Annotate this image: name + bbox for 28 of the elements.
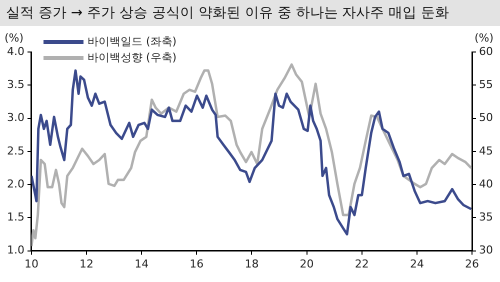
- x-tick-label: 24: [410, 257, 424, 270]
- y2-tick-label: 55: [479, 78, 494, 91]
- y-tick-label: 1.5: [6, 210, 24, 224]
- x-tick-label: 22: [354, 257, 369, 270]
- y2-axis-title: (%): [474, 31, 494, 44]
- y-axis-title: (%): [4, 31, 24, 44]
- y2-tick-label: 50: [479, 111, 494, 124]
- legend-label: 바이백성향 (우축): [87, 50, 177, 64]
- y-tick-label: 3.0: [6, 111, 24, 124]
- y-tick-label: 1.0: [6, 244, 24, 257]
- legend-label: 바이백일드 (좌축): [87, 34, 177, 48]
- y2-tick-label: 60: [479, 44, 494, 58]
- x-tick-label: 18: [244, 257, 259, 270]
- x-tick-label: 10: [24, 257, 38, 270]
- x-tick-label: 20: [300, 257, 314, 270]
- y2-tick-label: 40: [479, 177, 494, 190]
- y-tick-label: 2.5: [6, 144, 24, 158]
- y2-tick-label: 30: [479, 244, 494, 257]
- y-tick-label: 3.5: [6, 78, 24, 91]
- x-tick-label: 26: [465, 257, 480, 270]
- x-tick-label: 14: [134, 257, 149, 270]
- y2-tick-label: 35: [479, 210, 494, 224]
- chart-title: 실적 증가 → 주가 상승 공식이 약화된 이유 중 하나는 자사주 매입 둔화: [0, 0, 500, 26]
- y-tick-label: 4.0: [6, 44, 24, 58]
- y-tick-label: 2.0: [6, 177, 24, 190]
- y2-tick-label: 45: [479, 144, 494, 158]
- x-tick-label: 16: [190, 257, 204, 270]
- x-tick-label: 12: [80, 257, 94, 270]
